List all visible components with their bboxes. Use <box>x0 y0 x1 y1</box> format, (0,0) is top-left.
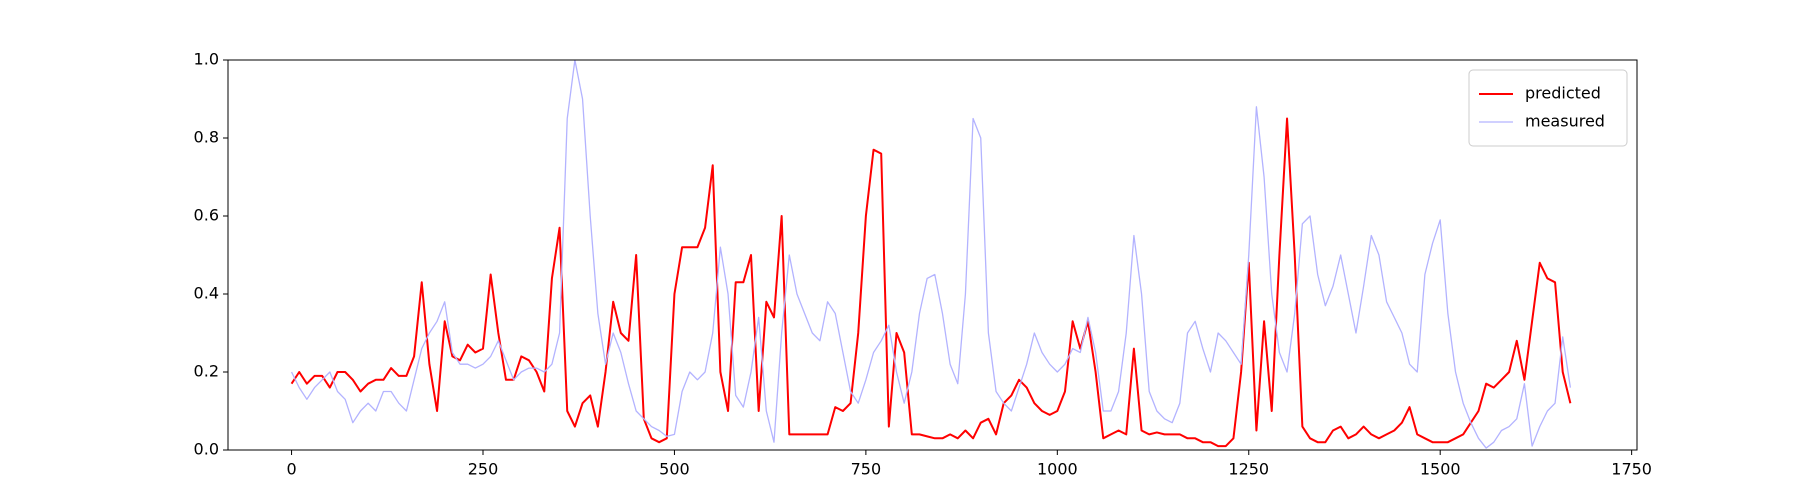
data-line <box>290 117 1572 448</box>
x-tick-label: 750 <box>851 460 882 479</box>
legend-label: predicted <box>1525 84 1601 103</box>
y-tick-label: 0.0 <box>194 440 219 459</box>
y-tick-label: 0.8 <box>194 128 219 147</box>
x-tick-label: 1750 <box>1611 460 1652 479</box>
x-tick-label: 0 <box>286 460 296 479</box>
x-tick-label: 1000 <box>1037 460 1078 479</box>
legend-label: measured <box>1525 112 1605 131</box>
y-tick-label: 1.0 <box>194 50 219 69</box>
legend-box <box>1468 69 1628 147</box>
plot-frame <box>227 59 1638 451</box>
x-tick-label: 500 <box>659 460 690 479</box>
data-line <box>290 60 1572 449</box>
x-tick-label: 1250 <box>1228 460 1269 479</box>
y-tick-label: 0.4 <box>194 284 219 303</box>
y-tick-label: 0.6 <box>194 206 219 225</box>
y-tick-label: 0.2 <box>194 362 219 381</box>
x-tick-label: 250 <box>468 460 499 479</box>
x-tick-label: 1500 <box>1420 460 1461 479</box>
